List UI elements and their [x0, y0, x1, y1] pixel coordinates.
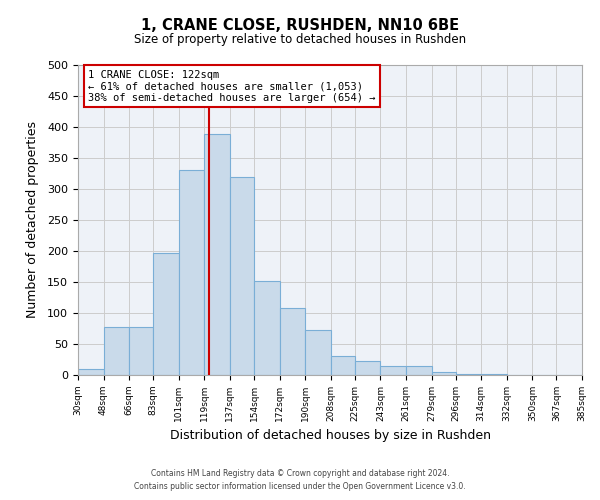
Bar [254, 281, 280, 375]
Bar [153, 253, 179, 375]
Bar [355, 362, 380, 375]
Bar [104, 326, 129, 375]
Bar [406, 366, 431, 375]
Text: Contains public sector information licensed under the Open Government Licence v3: Contains public sector information licen… [134, 482, 466, 491]
Y-axis label: Number of detached properties: Number of detached properties [26, 122, 39, 318]
Text: Contains HM Land Registry data © Crown copyright and database right 2024.: Contains HM Land Registry data © Crown c… [151, 468, 449, 477]
Bar [380, 366, 406, 375]
Bar [230, 176, 254, 375]
Bar [129, 326, 153, 375]
Text: Size of property relative to detached houses in Rushden: Size of property relative to detached ho… [134, 32, 466, 46]
Bar [431, 372, 455, 375]
Bar [331, 356, 355, 375]
X-axis label: Distribution of detached houses by size in Rushden: Distribution of detached houses by size … [170, 430, 491, 442]
Bar [305, 330, 331, 375]
Bar [78, 369, 104, 375]
Text: 1 CRANE CLOSE: 122sqm
← 61% of detached houses are smaller (1,053)
38% of semi-d: 1 CRANE CLOSE: 122sqm ← 61% of detached … [88, 70, 376, 103]
Bar [481, 374, 507, 375]
Bar [205, 134, 230, 375]
Text: 1, CRANE CLOSE, RUSHDEN, NN10 6BE: 1, CRANE CLOSE, RUSHDEN, NN10 6BE [141, 18, 459, 32]
Bar [455, 374, 481, 375]
Bar [179, 170, 205, 375]
Bar [280, 308, 305, 375]
